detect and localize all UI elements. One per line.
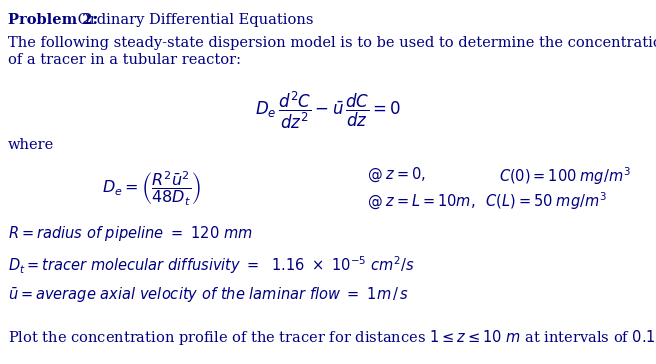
Text: $@\;z = L = 10m,\;\;C(L) = 50\;mg/m^3$: $@\;z = L = 10m,\;\;C(L) = 50\;mg/m^3$ (367, 191, 607, 212)
Text: The following steady-state dispersion model is to be used to determine the conce: The following steady-state dispersion mo… (8, 36, 656, 50)
Text: $R = radius\ of\ pipeline\ =\ 120\ mm$: $R = radius\ of\ pipeline\ =\ 120\ mm$ (8, 224, 253, 243)
Text: $C(0) = 100\;mg/m^3$: $C(0) = 100\;mg/m^3$ (499, 166, 630, 187)
Text: Problem 2:: Problem 2: (8, 13, 98, 27)
Text: $D_t = tracer\ molecular\ diffusivity\ =\ \ 1.16\ \times\ 10^{-5}\ cm^2/s$: $D_t = tracer\ molecular\ diffusivity\ =… (8, 255, 415, 277)
Text: where: where (8, 138, 54, 151)
Text: of a tracer in a tubular reactor:: of a tracer in a tubular reactor: (8, 53, 241, 67)
Text: $D_e = \left(\dfrac{R^2\bar{u}^2}{48D_t}\right)$: $D_e = \left(\dfrac{R^2\bar{u}^2}{48D_t}… (102, 169, 200, 207)
Text: $@\;z = 0,$: $@\;z = 0,$ (367, 166, 426, 184)
Text: $D_e\,\dfrac{d^2C}{dz^2} - \bar{u}\,\dfrac{dC}{dz} = 0$: $D_e\,\dfrac{d^2C}{dz^2} - \bar{u}\,\dfr… (255, 89, 401, 131)
Text: Plot the concentration profile of the tracer for distances $1 \leq z \leq 10$ $m: Plot the concentration profile of the tr… (8, 328, 656, 347)
Text: $\bar{u} = average\ axial\ velocity\ of\ the\ laminar\ flow\ =\ 1m\,/\,s$: $\bar{u} = average\ axial\ velocity\ of\… (8, 286, 409, 305)
Text: Ordinary Differential Equations: Ordinary Differential Equations (73, 13, 314, 27)
